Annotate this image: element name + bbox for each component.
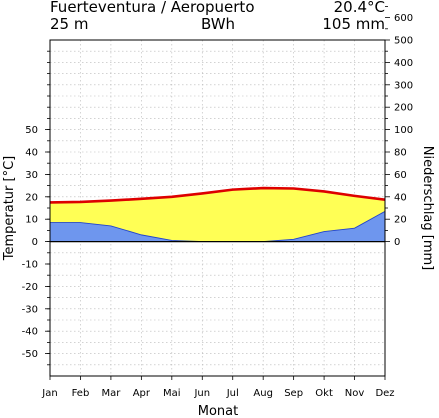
x-axis: Jan Feb Mar Apr Mai Jun Jul Aug Sep Okt Nov Dez <box>41 376 395 399</box>
month-label: Nov <box>345 388 365 399</box>
right-tick-label: 200 <box>394 103 413 114</box>
right-tick-label: 20 <box>394 215 407 226</box>
month-label: Aug <box>253 388 273 399</box>
left-tick-label: 10 <box>25 215 38 226</box>
left-tick-label: -50 <box>22 349 38 360</box>
elevation: 25 m <box>50 15 88 33</box>
right-tick-label: 100 <box>394 125 413 136</box>
month-label: Mai <box>163 388 181 399</box>
y-axis-left-label: Temperatur [°C] <box>2 156 17 262</box>
right-tick-label: 600 <box>394 13 413 24</box>
right-tick-label: 500 <box>394 36 413 47</box>
left-axis: 50 40 30 20 10 0 -10 -20 -30 -40 -50 <box>22 50 50 366</box>
month-label: Mar <box>101 388 121 399</box>
right-tick-label: 700 <box>394 0 413 2</box>
plot-areas <box>49 186 386 243</box>
left-tick-label: -30 <box>22 304 38 315</box>
right-tick-label: 0 <box>394 237 400 248</box>
month-label: Apr <box>133 388 151 399</box>
arid-period-area <box>50 188 385 242</box>
month-label: Dez <box>375 388 394 399</box>
right-tick-label: 400 <box>394 58 413 69</box>
station-title: Fuerteventura / Aeropuerto <box>50 0 255 16</box>
right-tick-label: 300 <box>394 80 413 91</box>
climate-class: BWh <box>201 15 235 33</box>
right-tick-label: 80 <box>394 148 407 159</box>
left-tick-label: 20 <box>25 192 38 203</box>
y-axis-right-label: Niederschlag [mm] <box>420 146 435 271</box>
left-tick-label: 50 <box>25 125 38 136</box>
month-label: Jun <box>193 388 210 399</box>
mean-temperature: 20.4°C <box>334 0 385 16</box>
left-tick-label: -10 <box>22 260 38 271</box>
left-tick-label: 30 <box>25 170 38 181</box>
left-tick-label: -40 <box>22 327 38 338</box>
right-tick-label: 60 <box>394 170 407 181</box>
month-label: Feb <box>72 388 90 399</box>
month-label: Okt <box>315 388 333 399</box>
right-tick-label: 40 <box>394 192 407 203</box>
left-tick-label: 40 <box>25 148 38 159</box>
precipitation-area <box>50 211 385 242</box>
temperature-line <box>49 186 386 204</box>
left-tick-label: -20 <box>22 282 38 293</box>
left-tick-label: 0 <box>32 237 38 248</box>
right-axis: 900800700600500400300200100806040200 <box>385 0 413 248</box>
month-label: Sep <box>284 388 303 399</box>
x-axis-label: Monat <box>198 404 238 418</box>
month-label: Jan <box>41 388 57 399</box>
month-label: Jul <box>226 388 239 399</box>
annual-precipitation: 105 mm <box>322 15 385 33</box>
